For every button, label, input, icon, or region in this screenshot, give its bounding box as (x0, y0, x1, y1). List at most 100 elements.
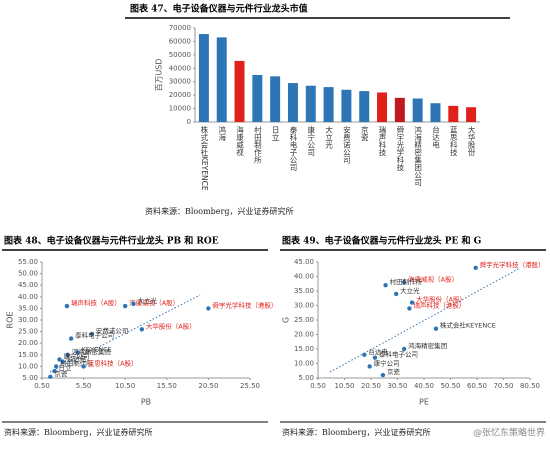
point-label: 大立光 (138, 296, 158, 305)
y-axis-label: 百万USD (155, 58, 164, 91)
y-tick-label: 0 (187, 118, 191, 126)
y-tick-label: 5.00 (298, 374, 314, 382)
point (89, 331, 95, 337)
point (401, 346, 407, 352)
point (401, 280, 407, 285)
bar (412, 98, 423, 122)
chart-title: 图表 47、电子设备仪器与元件行业龙头市值 (130, 3, 308, 15)
x-tick-label: 大华股份 (467, 125, 476, 158)
bar (270, 76, 281, 122)
point (473, 265, 478, 270)
source: 资料来源：Bloomberg，兴业证券研究所 (4, 427, 152, 437)
point-label: 舜宇光学科技（港股） (480, 260, 545, 269)
point (68, 336, 74, 341)
point (48, 374, 53, 380)
y-tick-label: 40.00 (18, 293, 38, 301)
x-tick-label: 70.50 (493, 382, 513, 390)
x-tick-label: 25.50 (240, 382, 260, 390)
x-tick-label: 10.50 (115, 382, 135, 390)
point-label: 大华股份（A股） (416, 295, 466, 304)
point (60, 359, 65, 364)
point-label: 瑞声科技（港股） (413, 300, 465, 309)
x-tick-label: 鸿海 (217, 125, 226, 143)
x-tick-label: 60.50 (467, 382, 487, 390)
x-tick-label: 台达电 (431, 125, 440, 149)
source: 资料来源：Bloomberg，兴业证券研究所 (145, 206, 293, 216)
point-label: 京瓷 (387, 367, 401, 376)
point-label: 瑞声科技（A股） (71, 298, 121, 307)
y-axis-label: G (282, 317, 291, 323)
x-tick-label: 瑞声科技 (378, 125, 387, 158)
bar (377, 92, 388, 122)
x-tick-label: 日立 (271, 126, 280, 142)
point-label: 海康威视（A股） (408, 274, 458, 283)
point-label: 康宁公司 (374, 358, 400, 367)
bar (252, 75, 263, 122)
point-label: 鸿海精密集团 (408, 341, 447, 350)
bar (430, 103, 441, 122)
point-label: 蓝思科技（A股） (88, 358, 138, 367)
y-tick-label: 45.00 (294, 258, 314, 266)
point-label: 台达电 (368, 347, 388, 356)
bar (287, 83, 298, 122)
y-tick-label: 20.00 (294, 331, 314, 339)
point-label: 大华股份（A股） (146, 321, 196, 330)
y-tick-label: 70000 (169, 24, 191, 32)
bar (305, 85, 316, 122)
x-tick-label: 鸿海精密集团公司 (413, 125, 422, 187)
point-label: 鸿海精密集团 (72, 347, 111, 356)
y-axis-label: ROE (6, 312, 15, 329)
point (75, 350, 80, 355)
y-tick-label: 20000 (169, 91, 191, 99)
x-tick-label: 80.50 (520, 382, 540, 390)
point (372, 355, 378, 360)
point-label: 海康威视（A股） (129, 298, 179, 307)
point (131, 301, 136, 306)
x-tick-label: 舜宇光学科技 (396, 125, 405, 173)
x-tick-label: 30.50 (387, 382, 407, 390)
x-tick-label: 安费诺公司 (342, 125, 351, 164)
point-label: 泰科电子公司 (75, 331, 114, 340)
x-tick-label: 海康威视 (235, 125, 244, 158)
y-tick-label: 45.00 (18, 281, 38, 289)
point (64, 303, 70, 309)
y-tick-label: 40000 (169, 64, 191, 72)
point (380, 372, 386, 378)
y-tick-label: 50.00 (18, 270, 38, 278)
bar (448, 105, 459, 122)
point (409, 300, 415, 305)
point-label: 村田制作所 (390, 277, 423, 286)
x-tick-label: 20.50 (198, 382, 218, 390)
x-tick-label: 株式会社KEYENCE (200, 125, 209, 191)
source: 资料来源：Bloomberg，兴业证券研究所 (282, 427, 430, 437)
point (433, 326, 439, 331)
x-tick-label: 0.50 (310, 382, 326, 390)
y-tick-label: 35.00 (18, 304, 38, 312)
point (407, 306, 412, 311)
y-tick-label: 60000 (169, 37, 191, 45)
bar (394, 97, 405, 122)
point-label: 村田制作所 (60, 358, 93, 367)
point-label: 安费诺公司 (96, 326, 129, 335)
x-tick-label: 50.50 (440, 382, 460, 390)
y-tick-label: 40.00 (294, 273, 314, 281)
point-label: KEYENCE (82, 345, 112, 353)
y-tick-label: 30.00 (294, 302, 314, 310)
y-tick-label: 15.00 (294, 345, 314, 353)
x-tick-label: 蓝思科技 (449, 125, 458, 158)
x-tick-label: 康宁公司 (307, 125, 316, 157)
point (139, 327, 145, 332)
point-label: 大立光 (400, 286, 420, 295)
y-tick-label: 15.00 (18, 351, 38, 359)
x-tick-label: 京瓷 (360, 125, 369, 143)
y-tick-label: 25.00 (294, 316, 314, 324)
y-tick-label: 10000 (169, 105, 191, 113)
point (383, 283, 388, 288)
x-axis-label: PE (419, 398, 429, 407)
point (206, 306, 211, 311)
y-tick-label: 30.00 (18, 316, 38, 324)
x-tick-label: 5.50 (76, 382, 92, 390)
point-label: 康宁公司 (63, 351, 89, 360)
